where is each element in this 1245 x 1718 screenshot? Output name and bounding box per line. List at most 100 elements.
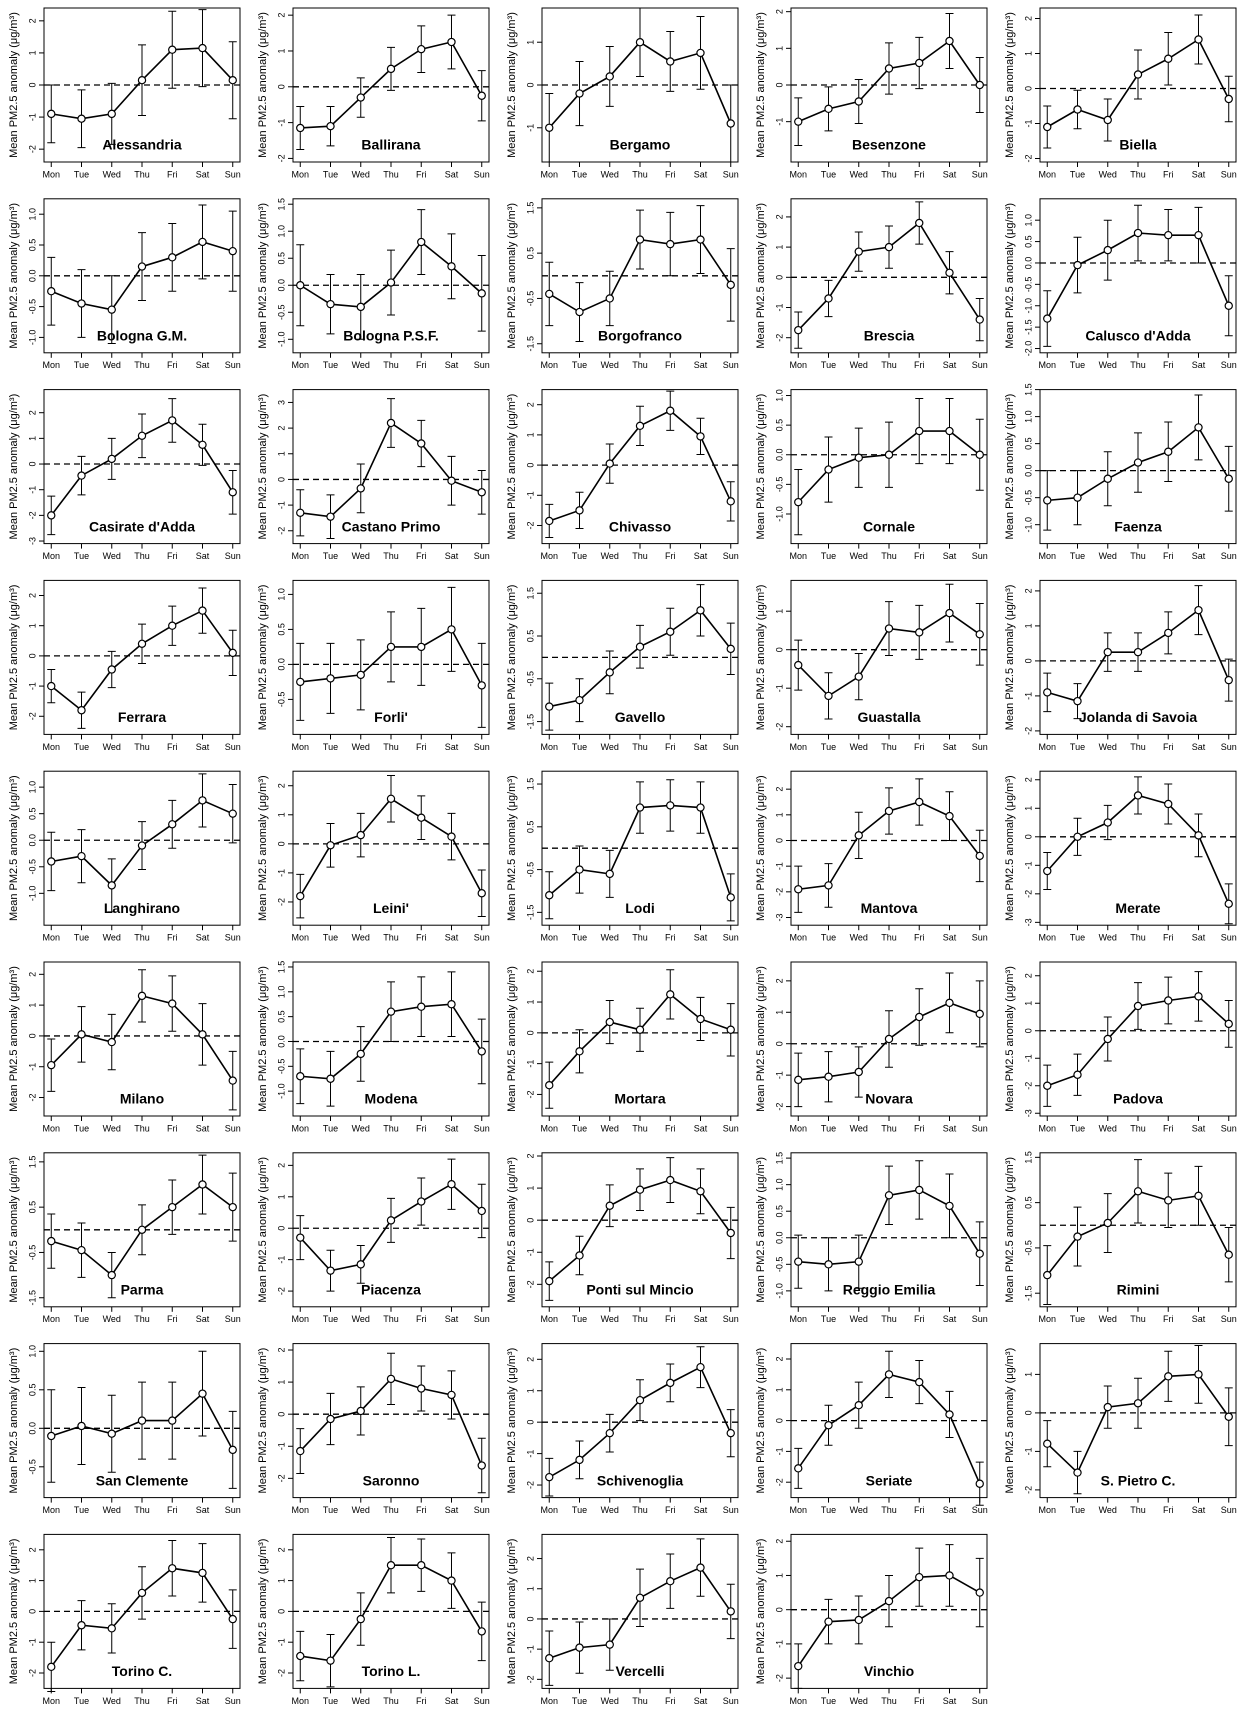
data-point: [945, 1571, 954, 1580]
x-tick-label: Tue: [821, 1123, 836, 1133]
y-tick-label: -1: [525, 1645, 535, 1653]
y-tick-label: 1: [1023, 623, 1033, 628]
data-point: [1194, 1191, 1203, 1201]
x-tick-label: Sat: [1192, 1123, 1206, 1133]
x-tick-label: Wed: [352, 1123, 370, 1133]
data-point: [326, 1074, 335, 1083]
y-axis-label: Mean PM2.5 anomaly (μg/m³): [506, 203, 518, 349]
x-tick-label: Fri: [1163, 1123, 1174, 1133]
x-tick-label: Mon: [43, 169, 61, 179]
data-point: [228, 246, 237, 256]
x-tick-label: Thu: [383, 933, 399, 943]
data-point: [447, 625, 456, 634]
x-tick-label: Fri: [416, 169, 427, 179]
data-point: [1194, 230, 1203, 240]
x-tick-label: Tue: [323, 169, 338, 179]
data-point: [1103, 115, 1112, 125]
data-point: [794, 660, 803, 670]
y-tick-label: -2: [276, 898, 286, 906]
panel-title: Ferrara: [118, 709, 166, 725]
x-tick-label: Tue: [1070, 360, 1085, 370]
x-tick-label: Sat: [943, 742, 957, 752]
x-tick-label: Tue: [323, 551, 338, 561]
data-point: [824, 1421, 833, 1430]
x-tick-label: Sun: [225, 360, 241, 370]
data-point: [1194, 992, 1203, 1001]
y-tick-label: 2: [276, 1547, 286, 1552]
x-tick-label: Tue: [74, 169, 89, 179]
x-tick-label: Mon: [790, 1505, 808, 1515]
x-tick-label: Thu: [1130, 169, 1146, 179]
panel-title: Saronno: [363, 1472, 420, 1488]
data-point: [824, 1617, 833, 1626]
data-point: [417, 813, 426, 822]
data-point: [107, 1270, 116, 1280]
data-point: [635, 803, 645, 812]
data-point: [1133, 228, 1143, 238]
x-tick-label: Wed: [601, 1505, 619, 1515]
y-axis-label: Mean PM2.5 anomaly (μg/m³): [755, 585, 767, 731]
data-point: [794, 885, 803, 894]
x-tick-label: Sun: [225, 933, 241, 943]
x-tick-label: Sat: [445, 1123, 459, 1133]
y-tick-label: -2: [1023, 1082, 1033, 1090]
data-point: [296, 677, 305, 687]
x-tick-label: Tue: [323, 360, 338, 370]
data-point: [726, 497, 735, 506]
data-point: [726, 1025, 735, 1034]
x-tick-label: Thu: [383, 1123, 399, 1133]
y-tick-label: 1: [276, 1380, 286, 1385]
x-tick-label: Thu: [134, 1696, 150, 1706]
x-tick-label: Fri: [914, 1123, 925, 1133]
data-point: [854, 1257, 863, 1266]
data-point: [1164, 54, 1173, 63]
y-tick-label: 2: [276, 1163, 286, 1168]
panel-title: Merate: [1115, 900, 1160, 916]
x-tick-label: Tue: [821, 360, 836, 370]
data-point: [77, 114, 86, 123]
data-point: [915, 58, 924, 68]
x-tick-label: Wed: [601, 1696, 619, 1706]
data-point: [477, 289, 486, 298]
y-tick-label: -2: [774, 334, 784, 342]
x-tick-label: Mon: [790, 551, 808, 561]
y-tick-label: 1: [774, 812, 784, 817]
y-axis-label: Mean PM2.5 anomaly (μg/m³): [506, 12, 518, 158]
data-point: [915, 1185, 924, 1195]
y-tick-label: -1.5: [1023, 319, 1033, 335]
y-tick-label: -0.5: [525, 291, 535, 307]
x-tick-label: Sun: [474, 1314, 490, 1324]
x-tick-label: Thu: [881, 742, 897, 752]
y-tick-label: 1.0: [774, 389, 784, 402]
x-tick-label: Mon: [43, 360, 61, 370]
data-point: [915, 1012, 924, 1022]
x-tick-label: Fri: [665, 551, 676, 561]
y-tick-label: 1: [1023, 1372, 1033, 1377]
x-tick-label: Tue: [1070, 933, 1085, 943]
x-tick-label: Wed: [352, 933, 370, 943]
data-point: [854, 831, 863, 840]
x-tick-label: Fri: [416, 742, 427, 752]
y-tick-label: 1: [27, 1003, 37, 1008]
data-point: [635, 1025, 645, 1034]
x-tick-label: Sat: [445, 1505, 459, 1515]
panel-title: Torino C.: [112, 1663, 172, 1679]
data-point: [326, 512, 335, 521]
data-point: [1103, 1218, 1112, 1228]
data-point: [228, 1202, 237, 1212]
y-tick-label: -0.5: [1023, 277, 1033, 293]
y-tick-label: -0.5: [1023, 490, 1033, 506]
y-tick-label: 0.0: [1023, 464, 1033, 477]
data-point: [137, 431, 147, 440]
x-tick-label: Tue: [572, 169, 587, 179]
y-tick-label: 0.5: [774, 1205, 784, 1218]
data-point: [198, 440, 207, 449]
y-tick-label: -1.5: [525, 714, 535, 730]
x-tick-label: Mon: [1039, 1314, 1057, 1324]
data-point: [1224, 474, 1233, 483]
data-point: [666, 990, 675, 999]
data-point: [417, 1197, 426, 1206]
x-tick-label: Fri: [665, 1123, 676, 1133]
data-point: [794, 1464, 803, 1473]
x-tick-label: Thu: [1130, 742, 1146, 752]
